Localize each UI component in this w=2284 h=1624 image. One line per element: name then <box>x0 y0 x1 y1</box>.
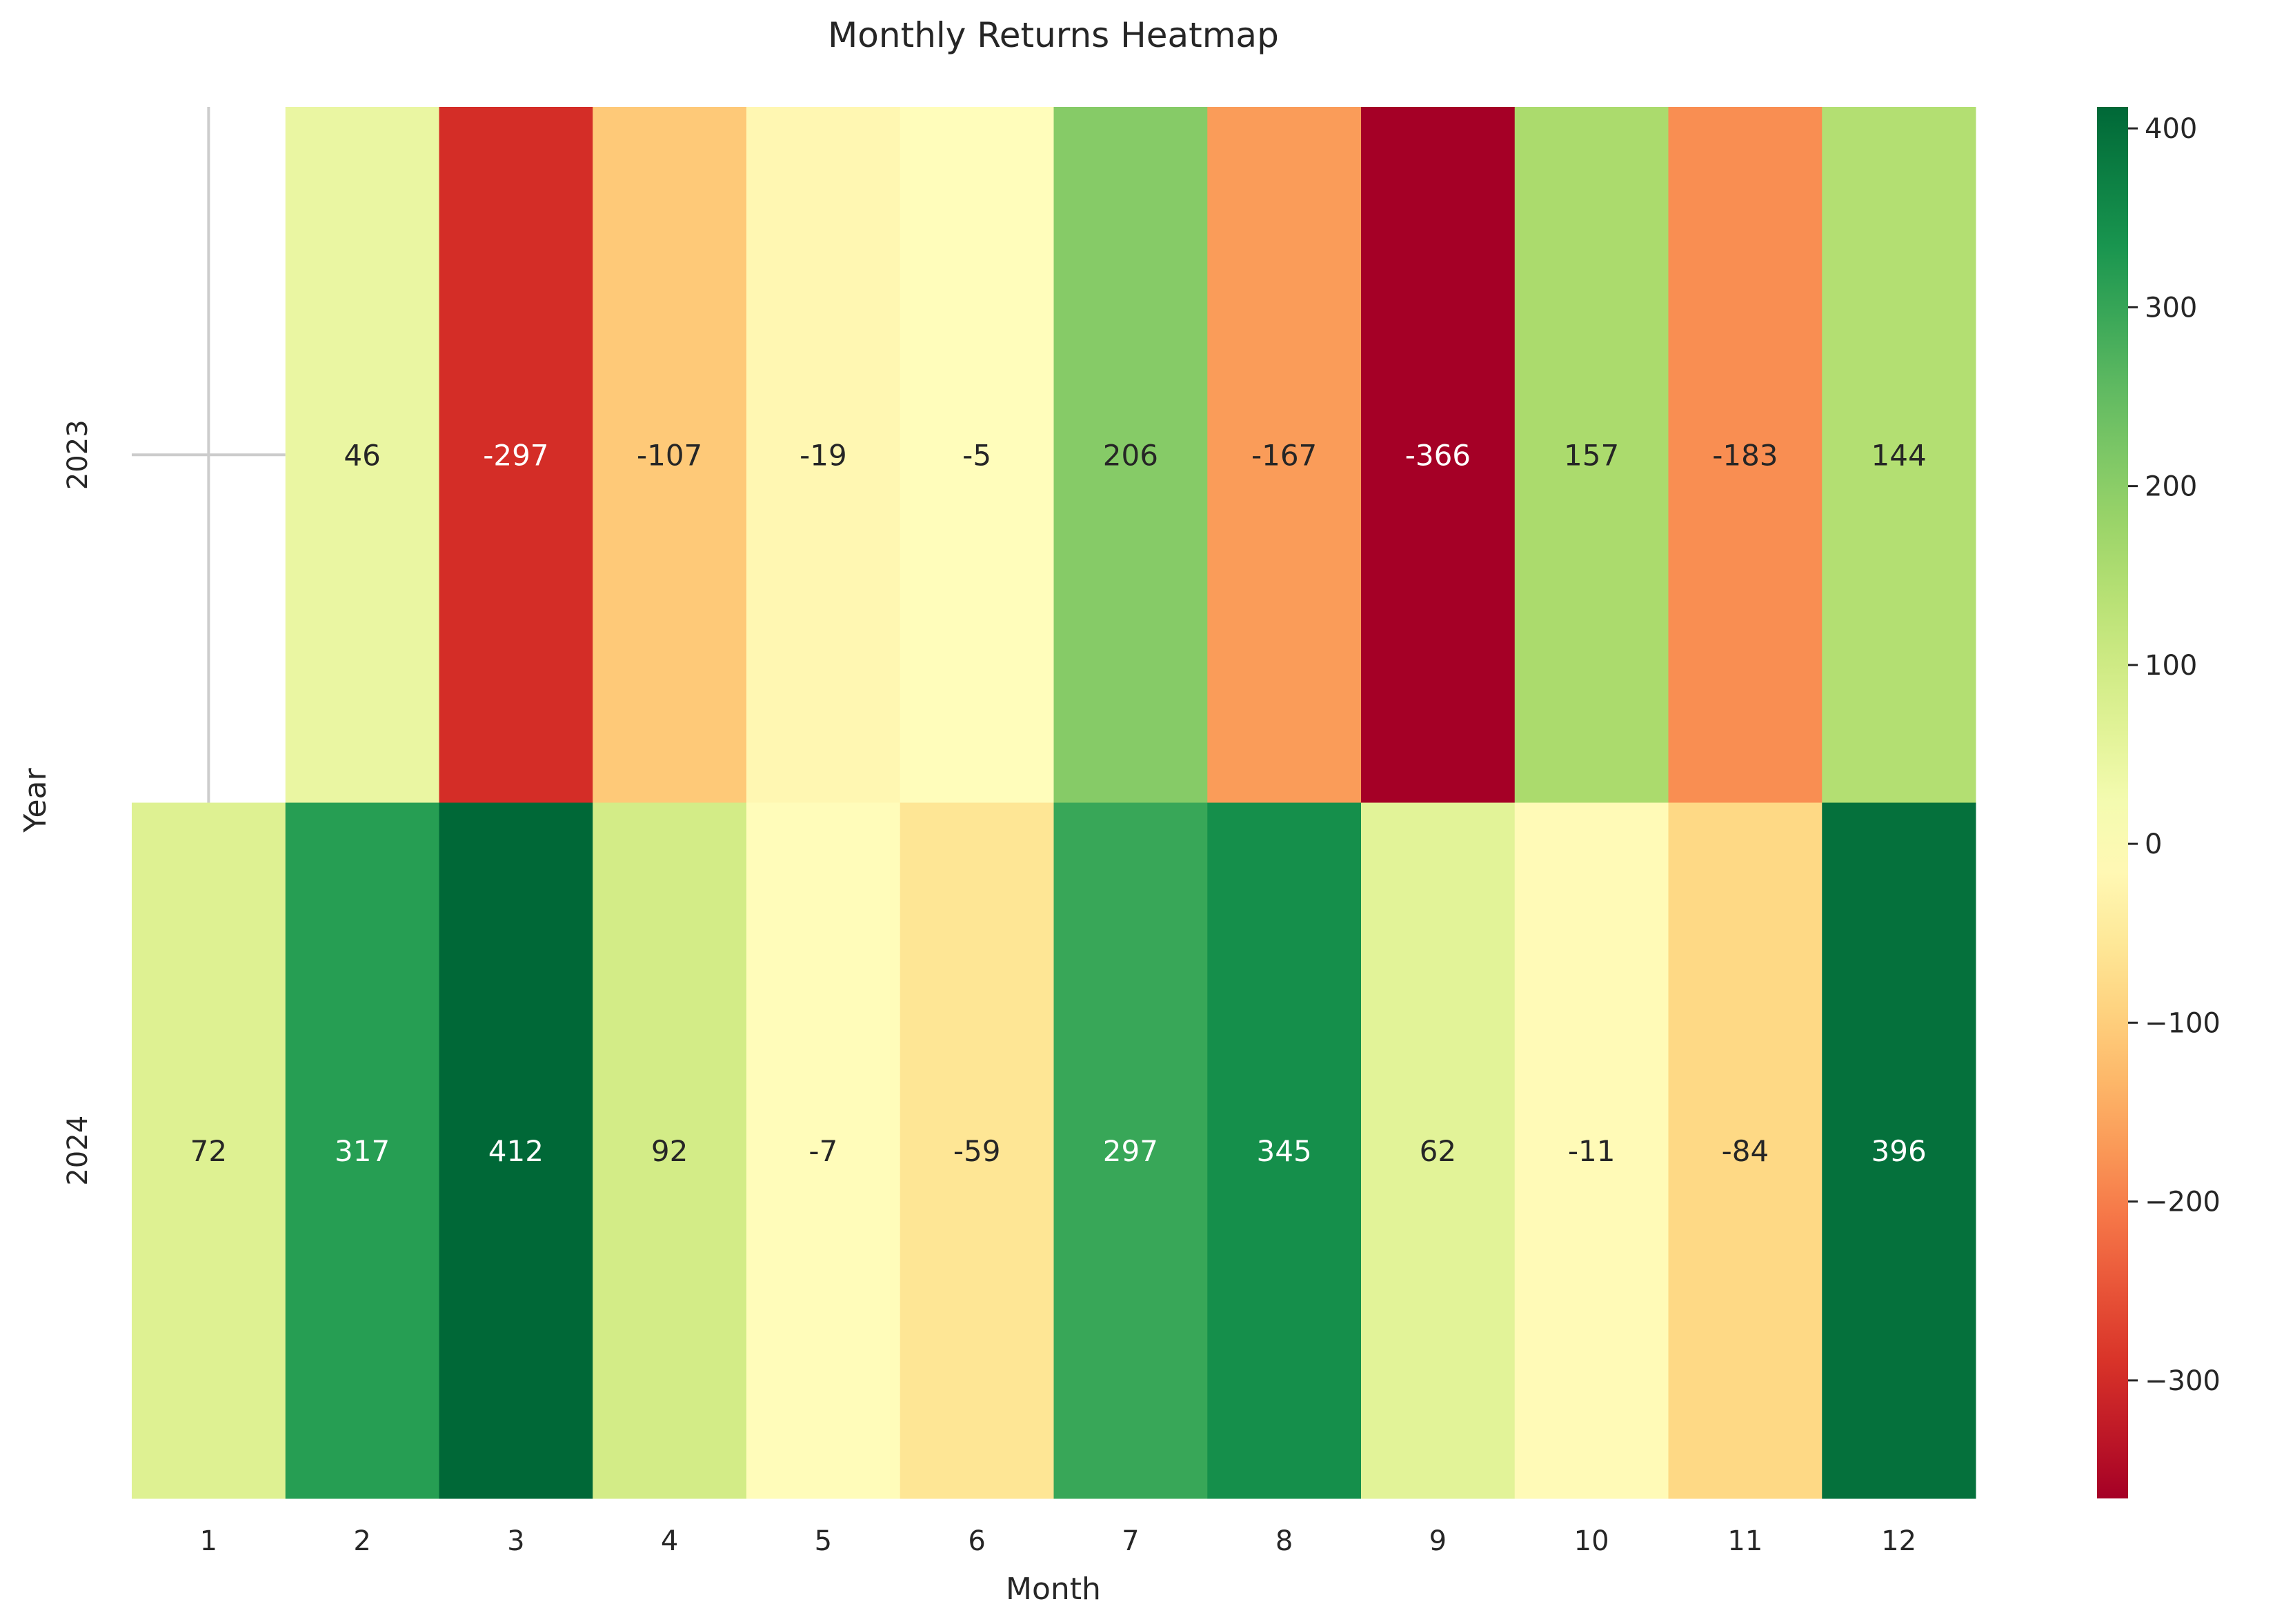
colorbar: 400 300 200 100 0 −100 −200 −300 <box>2097 107 2221 1498</box>
heatmap-cell-2023-11 <box>1668 107 1823 803</box>
heatmap-cell-2024-6 <box>900 802 1054 1499</box>
x-tick-label: 10 <box>1574 1525 1609 1557</box>
heatmap-cells <box>132 107 1976 1499</box>
colorbar-tick-label: 200 <box>2145 471 2197 503</box>
colorbar-tick-label: 100 <box>2145 650 2197 682</box>
heatmap-cell-labels: 46 -297 -107 -19 -5 206 -167 -366 157 -183 144 72 31… <box>190 438 1927 1168</box>
cell-value-label: 92 <box>651 1134 688 1168</box>
x-tick-label: 4 <box>661 1525 678 1557</box>
x-tick-label: 3 <box>507 1525 524 1557</box>
cell-value-label: -167 <box>1251 438 1317 472</box>
cell-value-label: -366 <box>1405 438 1471 472</box>
missing-cell-grid <box>132 107 286 803</box>
heatmap-cell-2024-1 <box>132 802 286 1499</box>
x-axis-label: Month <box>1006 1572 1101 1607</box>
y-axis-label: Year <box>18 768 53 833</box>
colorbar-tick-label: −100 <box>2145 1007 2221 1039</box>
heatmap-cell-2024-4 <box>593 802 747 1499</box>
heatmap-cell-2024-3 <box>439 802 593 1499</box>
x-tick-label: 11 <box>1727 1525 1762 1557</box>
heatmap-cell-2024-2 <box>285 802 439 1499</box>
cell-value-label: -84 <box>1722 1134 1769 1168</box>
heatmap-cell-2023-12 <box>1822 107 1976 803</box>
colorbar-tick-label: 300 <box>2145 292 2197 324</box>
colorbar-tick-label: 0 <box>2145 829 2162 860</box>
heatmap-cell-2023-3 <box>439 107 593 803</box>
x-tick-label: 1 <box>200 1525 217 1557</box>
cell-value-label: 72 <box>190 1134 227 1168</box>
cell-value-label: 297 <box>1103 1134 1158 1168</box>
cell-value-label: 412 <box>488 1134 544 1168</box>
heatmap-cell-2024-9 <box>1361 802 1516 1499</box>
cell-value-label: 157 <box>1564 438 1619 472</box>
heatmap-cell-2024-11 <box>1668 802 1823 1499</box>
x-tick-label: 12 <box>1881 1525 1916 1557</box>
heatmap-cell-2024-8 <box>1207 802 1362 1499</box>
cell-value-label: -183 <box>1712 438 1778 472</box>
colorbar-tick-label: −200 <box>2145 1187 2221 1218</box>
heatmap-cell-2023-8 <box>1207 107 1362 803</box>
cell-value-label: 144 <box>1871 438 1927 472</box>
cell-value-label: 317 <box>335 1134 390 1168</box>
heatmap-cell-2024-10 <box>1514 802 1669 1499</box>
heatmap-cell-2023-4 <box>593 107 747 803</box>
cell-value-label: 206 <box>1103 438 1158 472</box>
x-tick-label: 2 <box>353 1525 370 1557</box>
heatmap-cell-2024-7 <box>1053 802 1208 1499</box>
y-axis-ticks: 2023 2024 <box>62 419 94 1185</box>
heatmap-cell-2024-12 <box>1822 802 1976 1499</box>
cell-value-label: 46 <box>344 438 380 472</box>
heatmap-cell-2023-6 <box>900 107 1054 803</box>
colorbar-tick-label: −300 <box>2145 1365 2221 1397</box>
heatmap-cell-2023-5 <box>746 107 901 803</box>
cell-value-label: -297 <box>483 438 548 472</box>
heatmap-cell-2024-5 <box>746 802 901 1499</box>
y-tick-label: 2024 <box>62 1116 94 1186</box>
cell-value-label: 345 <box>1257 1134 1312 1168</box>
cell-value-label: -59 <box>953 1134 1001 1168</box>
x-axis-ticks: 1 2 3 4 5 6 7 8 9 10 11 12 <box>200 1525 1916 1557</box>
x-tick-label: 6 <box>968 1525 985 1557</box>
x-tick-label: 7 <box>1122 1525 1139 1557</box>
heatmap-cell-2023-7 <box>1053 107 1208 803</box>
heatmap-cell-2023-2 <box>285 107 439 803</box>
x-tick-label: 5 <box>815 1525 832 1557</box>
chart-title: Monthly Returns Heatmap <box>828 15 1279 55</box>
cell-value-label: -11 <box>1568 1134 1616 1168</box>
cell-value-label: 62 <box>1420 1134 1456 1168</box>
cell-value-label: -19 <box>800 438 847 472</box>
x-tick-label: 8 <box>1275 1525 1293 1557</box>
cell-value-label: 396 <box>1871 1134 1927 1168</box>
y-tick-label: 2023 <box>62 419 94 490</box>
colorbar-gradient <box>2097 107 2128 1498</box>
heatmap-cell-2023-9 <box>1361 107 1516 803</box>
cell-value-label: -7 <box>808 1134 837 1168</box>
colorbar-tick-label: 400 <box>2145 113 2197 145</box>
cell-value-label: -5 <box>962 438 991 472</box>
heatmap-cell-2023-10 <box>1514 107 1669 803</box>
x-tick-label: 9 <box>1429 1525 1447 1557</box>
cell-value-label: -107 <box>637 438 702 472</box>
